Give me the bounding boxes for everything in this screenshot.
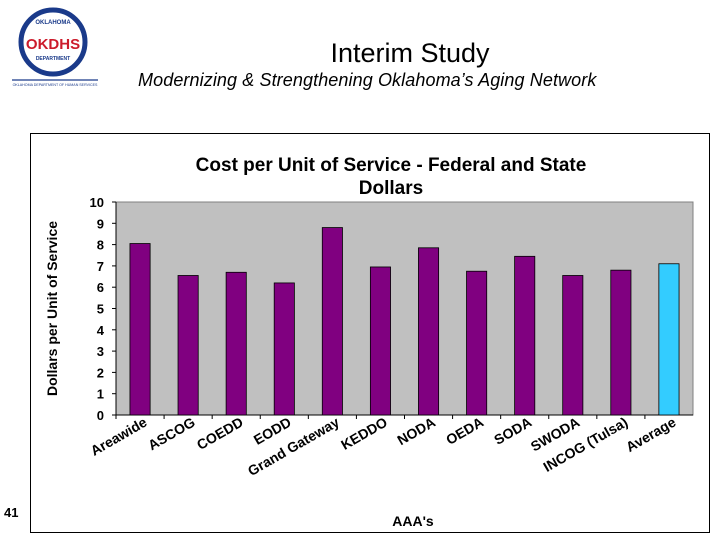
logo-ring: [18, 7, 88, 77]
y-axis-label: Dollars per Unit of Service: [44, 221, 60, 396]
x-tick-label: INCOG (Tulsa): [540, 414, 630, 475]
x-tick-label: SODA: [491, 414, 534, 448]
y-tick-label: 5: [97, 302, 104, 317]
x-tick-label: ASCOG: [145, 414, 198, 454]
bar: [562, 275, 584, 416]
bar: [418, 247, 440, 416]
bar: [321, 227, 343, 416]
bar: [273, 282, 295, 416]
y-tick-label: 0: [97, 408, 104, 423]
y-tick-label: 2: [97, 365, 104, 380]
bar: [514, 255, 536, 416]
chart-frame: Cost per Unit of Service - Federal and S…: [30, 133, 710, 533]
y-tick-label: 4: [97, 323, 105, 338]
x-tick-label: Average: [623, 414, 679, 455]
bar-average: [658, 263, 680, 416]
logo-text-sub: DEPARTMENT: [36, 56, 70, 62]
slide-title: Interim Study: [330, 38, 490, 68]
chart-title-line1: Cost per Unit of Service - Federal and S…: [195, 155, 587, 176]
x-tick-label: KEDDO: [338, 414, 390, 453]
logo-text-top: OKLAHOMA: [35, 20, 71, 26]
bar: [369, 266, 391, 416]
page-number: 41: [4, 505, 19, 520]
bar: [177, 275, 199, 416]
okdhs-logo: OKLAHOMA OKDHS DEPARTMENT OKLAHOMA DEPAR…: [12, 7, 98, 87]
y-tick-label: 6: [97, 280, 104, 295]
logo-caption: OKLAHOMA DEPARTMENT OF HUMAN SERVICES: [13, 83, 98, 87]
chart-title-line2: Dollars: [358, 178, 424, 199]
logo-text-main: OKDHS: [26, 36, 80, 53]
y-tick-label: 7: [97, 259, 104, 274]
x-tick-label: COEDD: [194, 414, 246, 453]
bar: [610, 269, 632, 416]
y-tick-label: 8: [97, 238, 104, 253]
bar: [466, 270, 488, 416]
x-axis-label: AAA's: [392, 513, 434, 529]
bar: [129, 243, 151, 416]
bar: [225, 271, 247, 416]
y-tick-label: 9: [97, 216, 104, 231]
x-tick-label: NODA: [394, 414, 438, 448]
chart-title: Cost per Unit of Service - Federal and S…: [51, 154, 709, 200]
y-tick-label: 1: [97, 387, 104, 402]
x-tick-label: OEDA: [443, 414, 486, 448]
slide-subtitle: Modernizing & Strengthening Oklahoma’s A…: [138, 70, 597, 90]
y-tick-label: 3: [97, 344, 104, 359]
plot-area: [115, 201, 694, 416]
y-tick-label: 10: [90, 195, 104, 210]
